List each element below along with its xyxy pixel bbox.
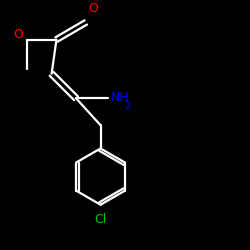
Text: Cl: Cl bbox=[94, 213, 107, 226]
Text: O: O bbox=[14, 28, 24, 41]
Text: 2: 2 bbox=[124, 101, 130, 111]
Text: NH: NH bbox=[110, 90, 129, 104]
Text: O: O bbox=[88, 2, 98, 15]
